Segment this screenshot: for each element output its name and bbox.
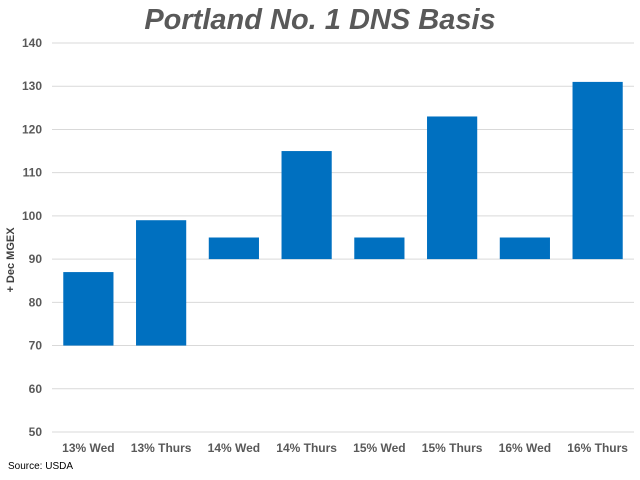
- x-tick-label: 16% Thurs: [567, 441, 628, 455]
- y-tick-label: 100: [22, 209, 42, 223]
- bar: [281, 151, 332, 260]
- x-tick-label: 15% Wed: [353, 441, 405, 455]
- y-tick-label: 90: [29, 252, 43, 266]
- y-tick-label: 140: [22, 36, 42, 50]
- x-tick-label: 14% Thurs: [276, 441, 337, 455]
- y-tick-label: 70: [29, 339, 43, 353]
- y-tick-label: 130: [22, 79, 42, 93]
- bar: [572, 81, 623, 260]
- y-tick-label: 120: [22, 122, 42, 136]
- source-note: Source: USDA: [8, 461, 74, 472]
- bar: [427, 116, 478, 260]
- x-tick-label: 13% Wed: [62, 441, 114, 455]
- bar: [354, 237, 405, 260]
- y-axis-ticks: 50 60 70 80 90 100 110 120 130 140: [22, 36, 42, 439]
- x-tick-label: 14% Wed: [208, 441, 260, 455]
- bars: [63, 81, 623, 346]
- bar: [63, 272, 114, 346]
- x-tick-label: 16% Wed: [499, 441, 551, 455]
- x-axis-ticks: 13% Wed 13% Thurs 14% Wed 14% Thurs 15% Wed 1…: [62, 441, 628, 455]
- chart-title: Portland No. 1 DNS Basis: [144, 4, 496, 36]
- y-axis-label: + Dec MGEX: [5, 227, 17, 293]
- y-tick-label: 110: [23, 166, 43, 180]
- bar: [208, 237, 259, 260]
- y-tick-label: 50: [29, 425, 43, 439]
- bar: [499, 237, 550, 260]
- x-tick-label: 13% Thurs: [131, 441, 192, 455]
- bar: [136, 220, 187, 346]
- y-tick-label: 80: [29, 295, 43, 309]
- x-tick-label: 15% Thurs: [422, 441, 483, 455]
- y-tick-label: 60: [29, 382, 43, 396]
